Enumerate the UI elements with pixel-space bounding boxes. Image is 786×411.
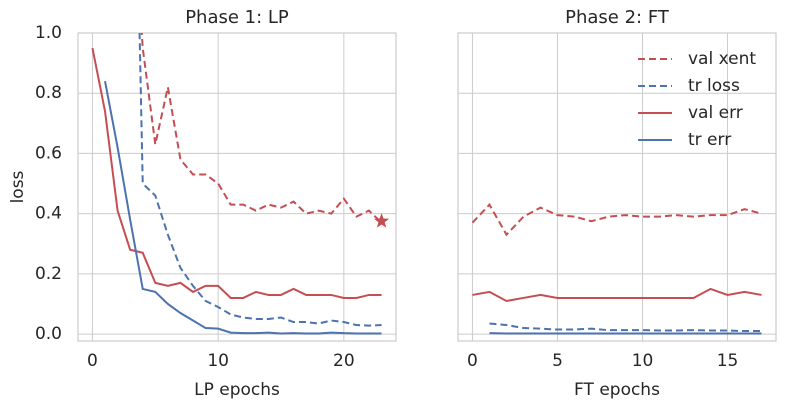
plot-frame (77, 32, 397, 342)
x-tick-label: 20 (333, 351, 355, 371)
series-line (91, 47, 382, 299)
series-line (471, 202, 762, 237)
x-tick-label: 5 (552, 351, 563, 371)
legend-label: val err (688, 103, 743, 123)
plot-lines (91, 33, 383, 335)
x-tick-label: 15 (717, 351, 739, 371)
chart-title: Phase 2: FT (565, 7, 670, 28)
y-tick-label: 0.6 (35, 143, 62, 163)
y-axis-label: loss (8, 170, 28, 203)
x-tick-label: 0 (87, 351, 98, 371)
y-tick-label: 1.0 (35, 23, 62, 43)
x-tick-label: 10 (632, 351, 654, 371)
y-tick-label: 0.0 (35, 324, 62, 344)
legend-label: tr loss (688, 76, 740, 96)
x-tick-label: 10 (207, 351, 229, 371)
legend-label: val xent (688, 49, 756, 69)
x-axis-label: LP epochs (194, 380, 280, 400)
star-marker (373, 213, 390, 228)
chart-title: Phase 1: LP (185, 7, 289, 28)
y-tick-label: 0.8 (35, 83, 62, 103)
y-tick-label: 0.4 (35, 204, 62, 224)
series-line (472, 287, 762, 303)
series-line (138, 33, 382, 327)
series-line (104, 80, 382, 335)
series-line (489, 322, 762, 333)
series-line (140, 33, 383, 224)
legend-label: tr err (688, 130, 731, 150)
x-tick-label: 0 (467, 351, 478, 371)
plot-lines (471, 202, 762, 335)
x-axis-label: FT epochs (574, 380, 660, 400)
y-tick-label: 0.2 (35, 264, 62, 284)
plot-frame (457, 32, 777, 342)
